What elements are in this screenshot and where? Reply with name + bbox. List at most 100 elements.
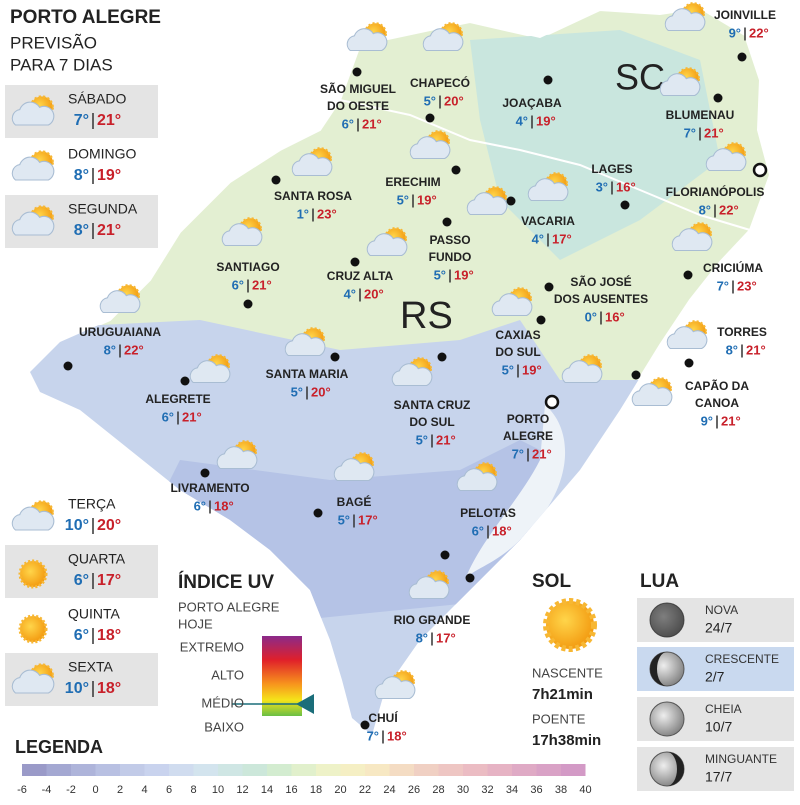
weather-icon (422, 22, 464, 52)
min-temp: 10° (65, 680, 89, 697)
city-dot (440, 550, 450, 560)
weather-icon (664, 2, 706, 32)
scale-cell (365, 764, 390, 776)
city-name: ALEGRETE (145, 392, 210, 406)
min-temp: 8° (416, 630, 428, 645)
scale-cell (46, 764, 71, 776)
max-temp: 20° (444, 93, 464, 108)
city-dot (243, 299, 253, 309)
city-dot (352, 67, 362, 77)
city-name: SANTIAGO (216, 260, 279, 274)
scale-label: 16 (285, 784, 297, 796)
city-dot (506, 196, 516, 206)
weather-icon (99, 284, 141, 314)
min-temp: 3° (596, 179, 608, 194)
moon-title: LUA (640, 571, 679, 592)
min-temp: 10° (65, 517, 89, 534)
min-temp: 8° (74, 222, 89, 239)
uv-level: ALTO (211, 667, 244, 682)
scale-label: -2 (66, 784, 76, 796)
scale-cell (340, 764, 365, 776)
moon-phase: NOVA (705, 603, 738, 617)
uv-level: EXTREMO (180, 639, 244, 654)
scale-label: -4 (42, 784, 52, 796)
max-temp: 23° (737, 278, 757, 293)
city-dot (330, 352, 340, 362)
max-temp: 19° (536, 113, 556, 128)
city-name: DO OESTE (327, 99, 389, 113)
min-temp: 7° (512, 446, 524, 461)
moon-phase: CHEIA (705, 702, 742, 716)
weather-icon (18, 614, 48, 644)
city-name: SANTA CRUZ (394, 398, 471, 412)
scale-cell (316, 764, 341, 776)
max-temp: 23° (317, 206, 337, 221)
scale-cell (414, 764, 439, 776)
city-name: SANTA MARIA (266, 367, 349, 381)
city-dot (271, 175, 281, 185)
max-temp: 22° (719, 202, 739, 217)
city-dot (713, 93, 723, 103)
max-temp: 21° (704, 125, 724, 140)
min-temp: 6° (232, 277, 244, 292)
city-name: BLUMENAU (666, 108, 735, 122)
scale-cell (22, 764, 47, 776)
day-name: TERÇA (68, 496, 116, 512)
city-name: JOINVILLE (714, 8, 776, 22)
city-name: LAGES (591, 162, 632, 176)
scale-label: 12 (236, 784, 248, 796)
scale-label: 22 (359, 784, 371, 796)
scale-label: 4 (141, 784, 147, 796)
min-temp: 8° (699, 202, 711, 217)
title: PORTO ALEGRE (10, 7, 161, 28)
min-temp: 9° (701, 413, 713, 428)
min-temp: 5° (424, 93, 436, 108)
scale-cell (267, 764, 292, 776)
moon-phase: MINGUANTE (705, 752, 777, 766)
weather-icon (18, 559, 48, 589)
sunrise-label: NASCENTE (532, 665, 603, 680)
scale-label: 8 (190, 784, 196, 796)
sun-title: SOL (532, 571, 571, 592)
moon-date: 10/7 (705, 719, 732, 735)
scale-label: 0 (92, 784, 98, 796)
min-temp: 6° (342, 116, 354, 131)
city-name: DO SUL (409, 415, 454, 429)
city-name: SÃO MIGUEL (320, 81, 396, 96)
city-name: SÃO JOSÉ (570, 274, 631, 289)
city-dot (536, 315, 546, 325)
city-dot (442, 217, 452, 227)
city-dot (350, 257, 360, 267)
scale-cell (512, 764, 537, 776)
scale-label: 30 (457, 784, 469, 796)
scale-label: -6 (17, 784, 27, 796)
city-name: CHAPECÓ (410, 75, 470, 90)
scale-cell (71, 764, 96, 776)
city-name: PELOTAS (460, 506, 516, 520)
city-dot (631, 370, 641, 380)
city-name: LIVRAMENTO (170, 481, 249, 495)
city-dot (683, 270, 693, 280)
scale-label: 10 (212, 784, 224, 796)
sunset-label: POENTE (532, 711, 586, 726)
city-name: SANTA ROSA (274, 189, 352, 203)
max-temp: 21° (532, 446, 552, 461)
sun-icon (543, 598, 597, 652)
max-temp: 21° (97, 222, 121, 239)
city-dot (180, 376, 190, 386)
day-name: SEGUNDA (68, 201, 138, 217)
max-temp: 19° (454, 267, 474, 282)
capital-marker (752, 162, 768, 178)
day-name: SÁBADO (68, 91, 126, 107)
day-name: QUINTA (68, 606, 121, 622)
max-temp: 17° (436, 630, 456, 645)
state-label: SC (615, 57, 665, 98)
scale-label: 20 (334, 784, 346, 796)
min-temp: 6° (74, 572, 89, 589)
city-name: TORRES (717, 325, 767, 339)
min-temp: 7° (717, 278, 729, 293)
scale-label: 28 (432, 784, 444, 796)
min-temp: 7° (367, 728, 379, 743)
moon-date: 24/7 (705, 620, 732, 636)
max-temp: 18° (97, 680, 121, 697)
